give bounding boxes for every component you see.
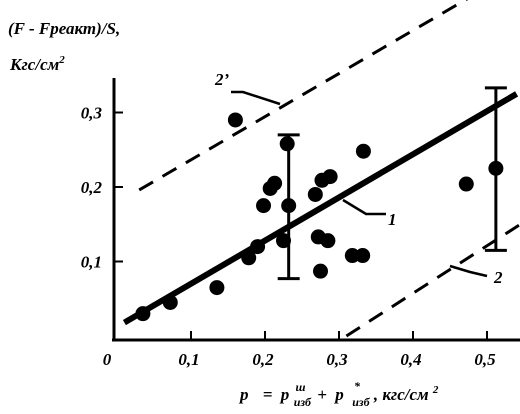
data-point xyxy=(135,306,151,322)
x-label-p: p xyxy=(238,385,249,404)
x-label-sup2: * xyxy=(354,379,361,393)
fit-line-leader xyxy=(342,198,386,216)
data-point xyxy=(209,280,225,296)
y-axis-unit-sup: 2 xyxy=(58,54,65,66)
x-label-sub2: изб xyxy=(352,395,370,409)
x-tick-label: 0,2 xyxy=(252,350,274,369)
y-tick-label: 0,1 xyxy=(81,253,102,272)
x-label-unit-sup: 2 xyxy=(432,384,439,396)
x-label-unit: , кгс/см xyxy=(373,385,429,404)
x-tick-label: 0,4 xyxy=(400,350,421,369)
x-tick-label: 0,1 xyxy=(178,350,199,369)
lower-bound-label: 2 xyxy=(493,268,503,287)
x-label-eq: = xyxy=(263,385,273,404)
y-tick-label: 0,2 xyxy=(81,178,103,197)
data-point xyxy=(344,248,360,264)
x-label-sup1: ш xyxy=(295,380,305,394)
upper-bound-leader xyxy=(231,90,281,106)
x-label-p2: p xyxy=(333,385,344,404)
x-tick-label: 0,3 xyxy=(326,350,348,369)
data-point xyxy=(281,198,297,214)
x-axis-label: p = p ш изб + p * изб , кгс/см 2 xyxy=(238,375,439,410)
x-tick-label: 0 xyxy=(103,350,112,369)
data-point xyxy=(267,175,283,191)
fit-line xyxy=(122,91,519,326)
upper-bound-label: 2’ xyxy=(214,70,230,89)
data-point xyxy=(322,169,338,185)
data-point xyxy=(488,160,504,176)
y-tick-label: 0,3 xyxy=(81,104,103,123)
x-label-plus: + xyxy=(317,385,327,404)
upper-bound-line xyxy=(138,0,469,192)
y-axis-label-line1: (F - Fреакт)/S, xyxy=(8,19,120,38)
data-point xyxy=(241,250,257,266)
lower-bound-leader xyxy=(449,264,488,278)
data-point xyxy=(279,136,295,152)
plot-area: 0 0,1 0,2 0,3 0,4 0,5 0,1 0,2 0,3 2’ 1 2 xyxy=(81,0,520,369)
data-point xyxy=(313,263,328,279)
data-point xyxy=(307,186,323,202)
y-axis-label-line2: Кгс/см2 xyxy=(9,54,65,74)
x-label-p1: p xyxy=(279,385,290,404)
data-point xyxy=(458,176,474,192)
x-label-sub1: изб xyxy=(294,395,312,409)
data-point xyxy=(162,294,178,310)
data-point xyxy=(320,233,336,249)
data-point xyxy=(250,239,266,255)
data-point xyxy=(276,233,291,249)
fit-line-label: 1 xyxy=(388,210,397,229)
data-point xyxy=(355,248,371,264)
y-axis-unit: Кгс/см xyxy=(9,55,60,74)
data-point xyxy=(227,112,243,128)
data-point xyxy=(256,198,272,214)
data-point xyxy=(355,143,371,159)
x-tick-label: 0,5 xyxy=(474,350,496,369)
